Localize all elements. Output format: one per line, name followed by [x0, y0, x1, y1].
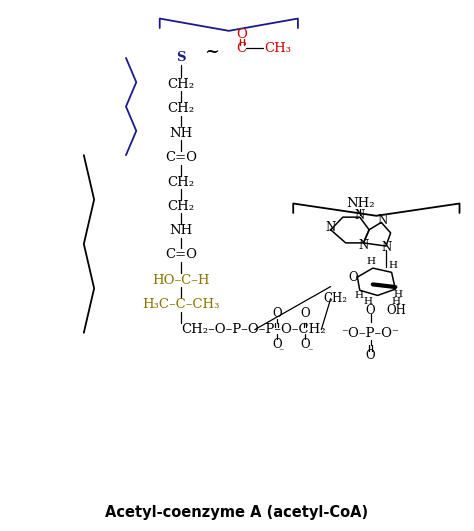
Text: O: O: [300, 307, 310, 320]
Text: O: O: [300, 338, 310, 351]
Text: CH₂: CH₂: [167, 200, 194, 213]
Text: C: C: [237, 42, 247, 55]
Text: N: N: [377, 215, 387, 227]
Text: H: H: [392, 297, 401, 306]
Text: CH₂: CH₂: [167, 78, 194, 91]
Text: Acetyl-coenzyme A (acetyl-CoA): Acetyl-coenzyme A (acetyl-CoA): [105, 505, 369, 520]
Text: H₃C–C–CH₃: H₃C–C–CH₃: [142, 298, 219, 311]
Text: ⁻: ⁻: [307, 347, 312, 356]
Text: C=O: C=O: [165, 249, 197, 261]
Text: O: O: [366, 304, 375, 316]
Text: H: H: [367, 257, 376, 266]
Text: H: H: [354, 292, 363, 301]
Text: S: S: [176, 52, 185, 64]
Text: O: O: [349, 271, 358, 284]
Text: O: O: [366, 349, 375, 362]
Text: N: N: [358, 239, 369, 252]
Text: H: H: [388, 261, 397, 270]
Text: CH₂: CH₂: [323, 292, 347, 305]
Text: CH₂–O–P–O–P–O–CH₂: CH₂–O–P–O–P–O–CH₂: [181, 323, 326, 336]
Text: O: O: [272, 307, 282, 320]
Text: O: O: [236, 28, 247, 41]
Text: N: N: [326, 221, 336, 234]
Text: H: H: [393, 290, 402, 299]
Text: NH₂: NH₂: [346, 197, 374, 210]
Text: C=O: C=O: [165, 151, 197, 164]
Text: HO–C–H: HO–C–H: [152, 273, 210, 287]
Text: ⁻: ⁻: [279, 347, 284, 356]
Text: H: H: [364, 297, 373, 306]
Text: N: N: [382, 241, 392, 254]
Text: CH₂: CH₂: [167, 102, 194, 115]
Text: ⁻O–P–O⁻: ⁻O–P–O⁻: [341, 327, 400, 340]
Text: NH: NH: [169, 126, 192, 140]
Text: N: N: [355, 209, 365, 221]
Text: CH₂: CH₂: [167, 176, 194, 189]
Text: O: O: [272, 338, 282, 351]
Text: OH: OH: [386, 304, 406, 316]
Text: CH₃: CH₃: [264, 42, 291, 55]
Text: NH: NH: [169, 224, 192, 237]
Text: ~: ~: [204, 42, 219, 61]
